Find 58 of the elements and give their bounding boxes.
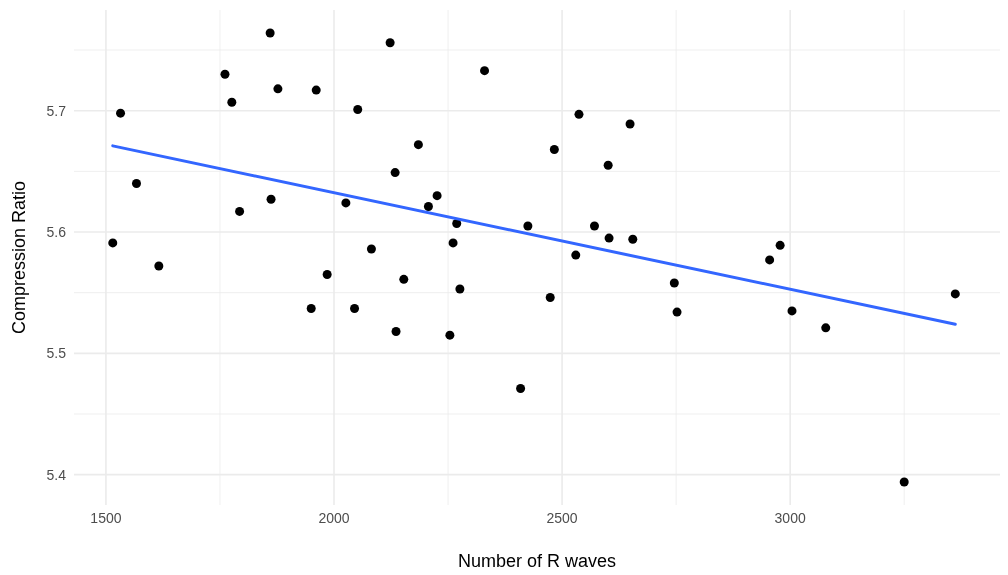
point [350,303,360,313]
point [787,306,797,316]
point [445,330,455,340]
point [950,289,960,299]
y-tick-label: 5.5 [46,345,67,362]
point [452,219,462,229]
point [765,255,775,265]
point [589,221,599,231]
point [306,303,316,313]
point [448,238,458,248]
point [341,198,351,208]
point [265,28,275,38]
y-axis-title: Compression Ratio [9,180,29,335]
point [432,191,442,201]
point [821,323,831,333]
point [672,307,682,317]
point [131,178,141,188]
x-tick-label: 2000 [318,510,350,526]
point [385,38,395,48]
point [603,160,613,170]
point [322,269,332,279]
point [154,261,164,271]
point [628,234,638,244]
point [220,69,230,79]
point [545,293,555,303]
point [549,145,559,155]
x-tick-label: 1500 [90,510,122,526]
x-tick-label: 3000 [774,510,806,526]
point [366,244,376,254]
point [391,327,401,337]
point [574,109,584,119]
point [390,168,400,178]
point [516,384,526,394]
point [571,250,581,260]
point [227,97,237,107]
point [669,278,679,288]
point [480,66,490,76]
x-tick-label: 2500 [546,510,578,526]
point [775,240,785,250]
point [523,221,533,231]
point [625,119,635,129]
point [413,140,423,150]
point [108,238,118,248]
point [399,274,409,284]
point [273,84,283,94]
point [311,85,321,95]
point [899,477,909,487]
point [604,233,614,243]
point [353,104,363,114]
point [455,284,465,294]
point [266,194,276,204]
point [116,108,126,118]
y-tick-label: 5.6 [46,223,67,240]
point [235,206,245,216]
point [423,202,433,212]
y-tick-label: 5.7 [46,102,67,119]
x-axis-title: Number of R waves [457,551,617,571]
y-tick-label: 5.4 [46,466,67,483]
